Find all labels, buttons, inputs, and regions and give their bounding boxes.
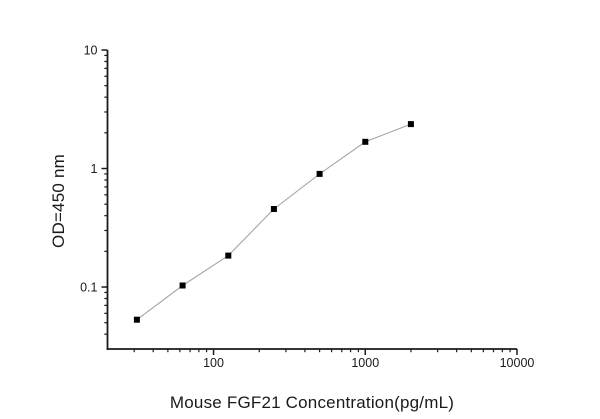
plot-area: 100 1000 10000 0.1 1 10 (80, 44, 534, 371)
x-tick-label: 100 (203, 356, 224, 370)
data-point-6 (362, 138, 369, 145)
x-tick-label: 1000 (351, 356, 379, 370)
data-point-2 (179, 282, 186, 289)
y-axis-title: OD=450 nm (49, 154, 68, 248)
y-tick-label: 1 (91, 162, 98, 176)
x-tick-label: 10000 (500, 356, 535, 370)
y-tick-label: 0.1 (80, 281, 97, 295)
x-axis-title: Mouse FGF21 Concentration(pg/mL) (170, 393, 454, 412)
data-point-3 (225, 252, 232, 259)
series-line (136, 123, 412, 321)
data-point-5 (316, 170, 323, 177)
data-point-1 (133, 316, 140, 323)
y-tick-label: 10 (84, 44, 98, 58)
data-point-4 (270, 206, 277, 212)
data-point-7 (407, 121, 414, 128)
